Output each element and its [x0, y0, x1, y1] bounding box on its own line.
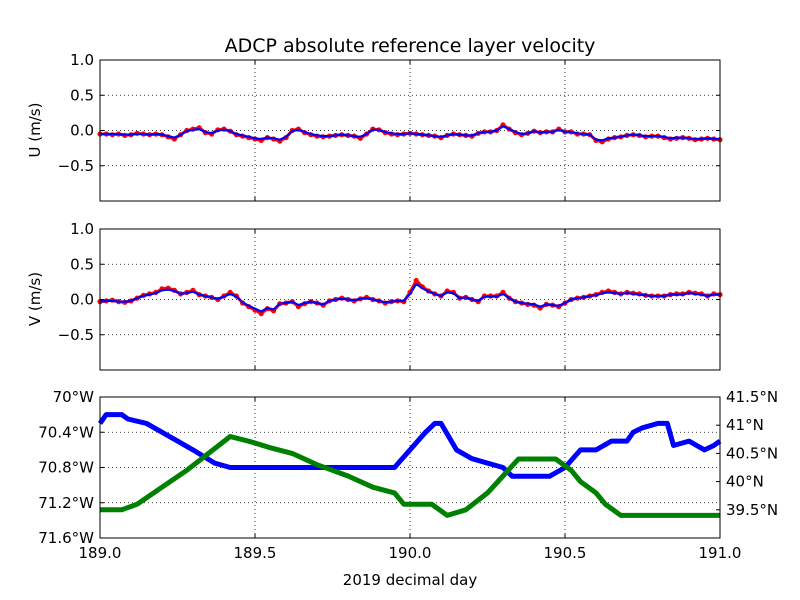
position-y2-tick-label: 40.5°N [726, 444, 778, 462]
x-tick-label: 190.0 [389, 544, 432, 562]
u-y-tick-label: 0.0 [70, 122, 94, 140]
x-tick-label: 189.5 [234, 544, 277, 562]
v-series-0-point [258, 311, 264, 317]
v-series-0-point [413, 277, 419, 284]
v-y-tick-label: −0.5 [58, 326, 94, 344]
chart-title: ADCP absolute reference layer velocity [225, 35, 596, 57]
position-panel: 189.0 189.5 190.0 190.5 191.0 70°W 70.4°W 70.8°… [38, 388, 778, 562]
v-y-tick-label: 0.0 [70, 291, 94, 309]
u-y-tick-label: −0.5 [58, 157, 94, 175]
x-tick-label: 191.0 [699, 544, 742, 562]
position-y2-tick-label: 40°N [726, 473, 764, 491]
v-y-tick-label: 1.0 [70, 220, 94, 238]
u-y-tick-label: 0.5 [70, 86, 94, 104]
position-y-tick-label: 71.6°W [38, 529, 94, 547]
v-panel: 1.0 0.5 0.0 −0.5 V (m/s) [26, 220, 723, 371]
x-tick-label: 189.0 [79, 544, 122, 562]
position-y2-tick-label: 41°N [726, 416, 764, 434]
position-series-0-line [97, 412, 722, 479]
u-panel: 1.0 0.5 0.0 −0.5 U (m/s) [26, 51, 723, 202]
v-y-tick-label: 0.5 [70, 255, 94, 273]
position-y2-tick-label: 41.5°N [726, 388, 778, 406]
x-axis-label: 2019 decimal day [343, 571, 478, 589]
position-y-tick-label: 70°W [53, 388, 95, 406]
v-axis-label: V (m/s) [26, 272, 44, 326]
position-y-tick-label: 71.2°W [38, 494, 94, 512]
u-series-1-line [100, 125, 720, 142]
x-tick-label: 190.5 [544, 544, 587, 562]
v-series-1-line [99, 282, 720, 313]
position-y2-tick-label: 39.5°N [726, 501, 778, 519]
position-y-tick-label: 70.4°W [38, 423, 94, 441]
u-axis-label: U (m/s) [26, 103, 44, 158]
position-series-1-line [100, 434, 720, 518]
position-y-tick-label: 70.8°W [38, 459, 94, 477]
u-y-tick-label: 1.0 [70, 51, 94, 69]
